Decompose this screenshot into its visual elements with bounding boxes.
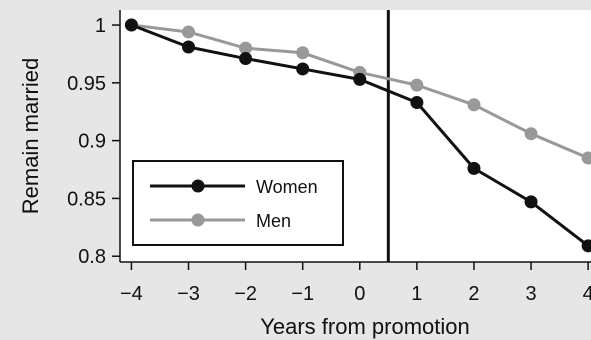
data-point-women: [467, 161, 481, 175]
data-point-women: [182, 40, 196, 54]
data-point-men: [182, 25, 196, 39]
x-tick-label: 1: [411, 283, 422, 305]
data-point-women: [581, 239, 591, 253]
data-point-men: [410, 78, 424, 92]
y-axis-title: Remain married: [18, 58, 43, 215]
data-point-men: [581, 151, 591, 165]
y-tick-label: 0.95: [67, 73, 106, 95]
legend-label-men: Men: [256, 211, 291, 231]
data-point-men: [524, 127, 538, 141]
legend-label-women: Women: [256, 177, 318, 197]
legend: Women Men: [132, 160, 344, 246]
legend-marker-women: [191, 179, 205, 193]
x-axis-title: Years from promotion: [260, 314, 470, 339]
x-tick-label: −4: [120, 283, 143, 305]
x-tick-label: 2: [468, 283, 479, 305]
y-tick-label: 1: [95, 15, 106, 37]
data-point-women: [524, 195, 538, 209]
data-point-women: [296, 62, 310, 76]
x-tick-label: −2: [234, 283, 257, 305]
legend-box: [132, 160, 344, 246]
data-point-women: [124, 18, 138, 32]
y-tick-label: 0.8: [78, 246, 106, 268]
data-point-women: [410, 95, 424, 109]
x-tick-label: −3: [177, 283, 200, 305]
data-point-women: [353, 72, 367, 86]
data-point-men: [467, 98, 481, 112]
y-axis: 0.8 0.85 0.9 0.95 1: [67, 10, 121, 268]
data-point-men: [239, 41, 253, 55]
x-tick-label: −1: [291, 283, 314, 305]
x-tick-label: 3: [525, 283, 536, 305]
data-point-men: [296, 46, 310, 60]
series-layer: [124, 18, 591, 253]
x-tick-label: 4: [583, 283, 591, 305]
legend-marker-men: [191, 213, 205, 227]
x-axis: −4 −3 −2 −1 0 1 2 3 4: [120, 261, 591, 305]
series-women: [124, 18, 591, 253]
y-tick-label: 0.85: [67, 188, 106, 210]
x-tick-label: 0: [354, 283, 365, 305]
y-tick-label: 0.9: [78, 131, 106, 153]
data-point-women: [239, 52, 253, 66]
